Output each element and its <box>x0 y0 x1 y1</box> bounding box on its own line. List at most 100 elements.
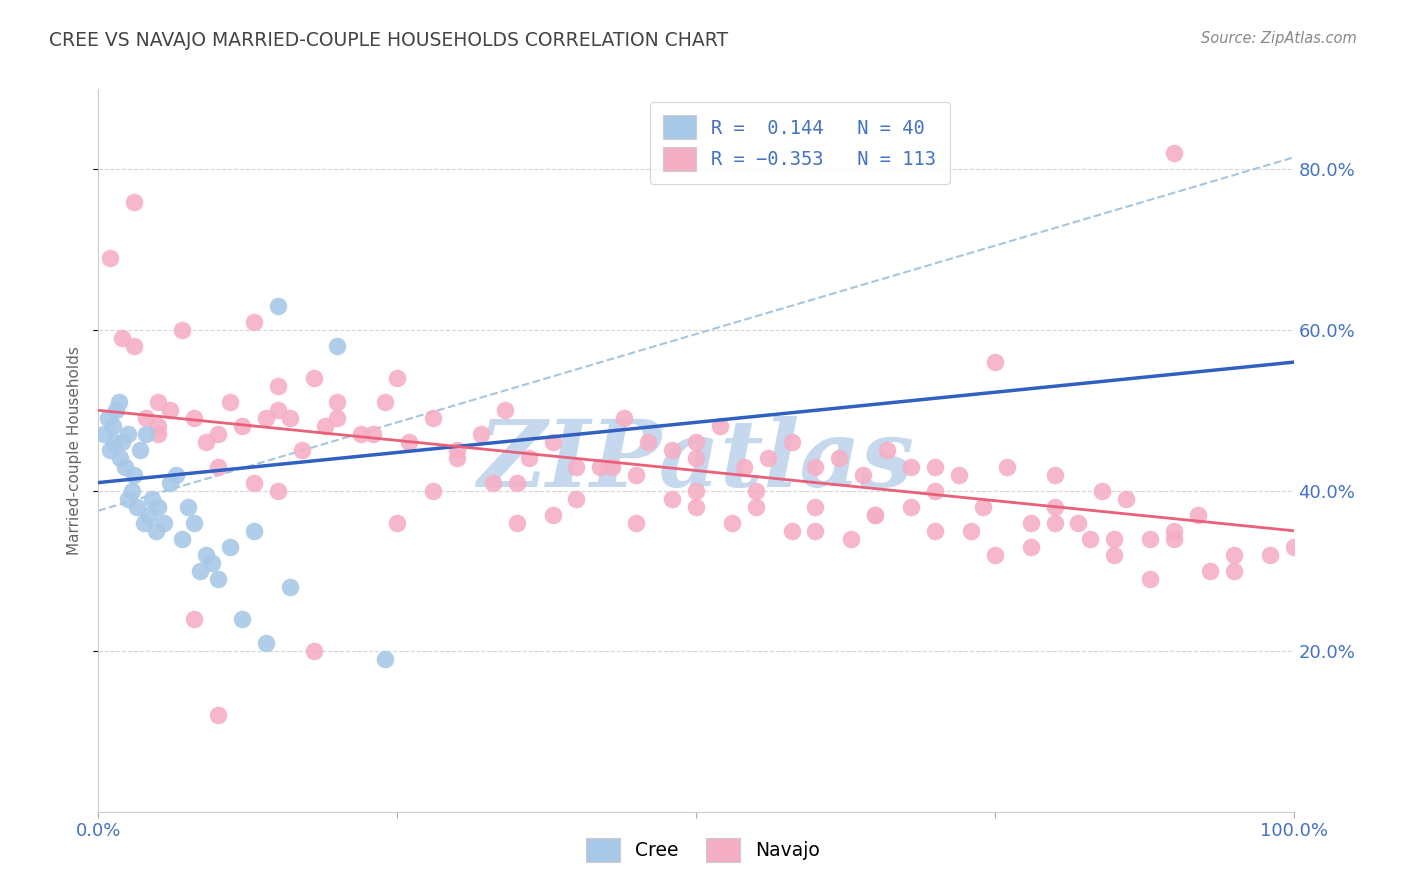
Point <box>148 419 170 434</box>
Point <box>685 435 707 450</box>
Point <box>105 403 128 417</box>
Point <box>924 524 946 538</box>
Point <box>165 467 187 482</box>
Point <box>1104 548 1126 562</box>
Point <box>422 483 444 498</box>
Point <box>1104 532 1126 546</box>
Point <box>685 483 707 498</box>
Point <box>1199 564 1222 578</box>
Point <box>626 467 648 482</box>
Point <box>780 524 803 538</box>
Point <box>201 556 224 570</box>
Point <box>326 339 349 353</box>
Point <box>948 467 970 482</box>
Point <box>924 459 946 474</box>
Point <box>960 524 983 538</box>
Point <box>117 491 139 506</box>
Point <box>231 612 253 626</box>
Point <box>124 194 146 209</box>
Point <box>195 435 218 450</box>
Point <box>148 427 170 442</box>
Point <box>267 403 290 417</box>
Point <box>267 379 290 393</box>
Point <box>602 459 624 474</box>
Point <box>541 435 564 450</box>
Point <box>541 508 564 522</box>
Point <box>721 516 744 530</box>
Point <box>145 524 167 538</box>
Point <box>278 580 301 594</box>
Text: CREE VS NAVAJO MARRIED-COUPLE HOUSEHOLDS CORRELATION CHART: CREE VS NAVAJO MARRIED-COUPLE HOUSEHOLDS… <box>49 31 728 50</box>
Point <box>1139 572 1161 586</box>
Point <box>852 467 875 482</box>
Point <box>231 419 253 434</box>
Point <box>1187 508 1209 522</box>
Point <box>159 403 181 417</box>
Legend: Cree, Navajo: Cree, Navajo <box>572 825 834 875</box>
Point <box>626 516 648 530</box>
Point <box>107 395 129 409</box>
Point <box>1115 491 1137 506</box>
Point <box>124 339 146 353</box>
Point <box>183 612 205 626</box>
Point <box>398 435 420 450</box>
Point <box>984 355 1007 369</box>
Point <box>302 371 325 385</box>
Point <box>481 475 505 490</box>
Point <box>103 435 125 450</box>
Point <box>385 516 409 530</box>
Point <box>117 427 139 442</box>
Point <box>1223 564 1246 578</box>
Point <box>315 419 337 434</box>
Point <box>876 443 898 458</box>
Point <box>326 395 349 409</box>
Point <box>972 500 994 514</box>
Point <box>1258 548 1281 562</box>
Point <box>661 491 683 506</box>
Point <box>1019 516 1042 530</box>
Point <box>219 395 242 409</box>
Point <box>1043 467 1066 482</box>
Point <box>177 500 200 514</box>
Point <box>661 443 683 458</box>
Point <box>125 500 148 514</box>
Point <box>804 524 827 538</box>
Point <box>685 451 707 466</box>
Point <box>506 475 529 490</box>
Point <box>291 443 314 458</box>
Point <box>385 371 409 385</box>
Point <box>97 411 120 425</box>
Point <box>254 636 277 650</box>
Point <box>135 411 157 425</box>
Point <box>148 395 170 409</box>
Point <box>1282 540 1305 554</box>
Point <box>172 532 194 546</box>
Point <box>159 475 181 490</box>
Point <box>422 411 444 425</box>
Point <box>111 435 134 450</box>
Point <box>900 500 922 514</box>
Point <box>1163 524 1185 538</box>
Point <box>1019 540 1042 554</box>
Point <box>108 451 131 466</box>
Point <box>494 403 516 417</box>
Point <box>254 411 277 425</box>
Point <box>121 483 143 498</box>
Point <box>207 459 229 474</box>
Point <box>267 299 290 313</box>
Point <box>924 483 946 498</box>
Point <box>745 483 768 498</box>
Point <box>565 491 588 506</box>
Point <box>733 459 755 474</box>
Point <box>828 451 851 466</box>
Point <box>637 435 659 450</box>
Point <box>172 323 194 337</box>
Legend: R =  0.144   N = 40, R = −0.353   N = 113: R = 0.144 N = 40, R = −0.353 N = 113 <box>650 103 949 184</box>
Point <box>195 548 218 562</box>
Point <box>613 411 636 425</box>
Point <box>446 451 468 466</box>
Point <box>1043 500 1066 514</box>
Point <box>841 532 863 546</box>
Point <box>506 516 529 530</box>
Point <box>138 508 160 522</box>
